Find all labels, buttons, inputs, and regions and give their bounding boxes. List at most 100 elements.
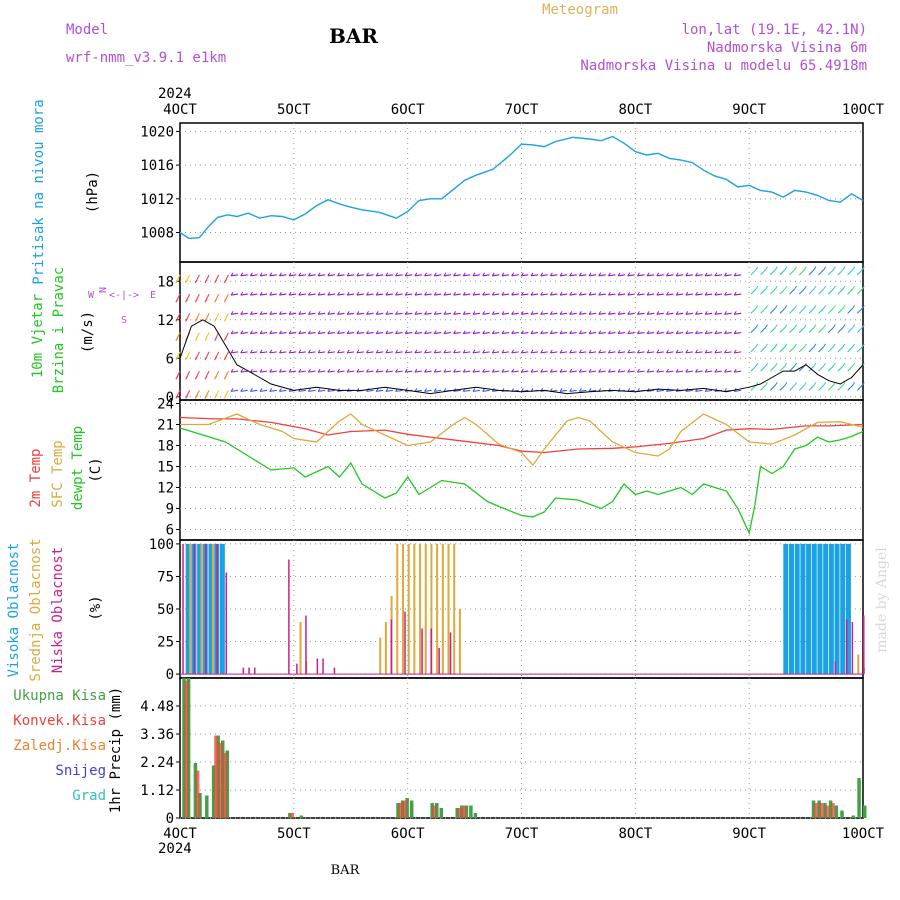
wind-barb <box>279 389 287 392</box>
wind-barb-tail <box>414 349 418 354</box>
wind-barb-tail <box>656 272 660 277</box>
wind-barb-tail <box>794 305 797 309</box>
cloud-bar <box>436 543 439 675</box>
wind-barb <box>492 312 500 315</box>
wind-barb <box>347 274 355 277</box>
wind-barb <box>695 389 703 392</box>
cloud-bar <box>197 543 203 675</box>
wind-barb-tail <box>472 272 476 277</box>
wind-barb-tail <box>414 368 418 373</box>
wind-barb-tail <box>288 311 292 315</box>
wind-barb <box>376 370 384 373</box>
wind-barb-tail <box>578 272 582 277</box>
wind-barb <box>818 327 824 333</box>
cloud-bar <box>407 543 410 675</box>
wind-barb <box>637 312 645 315</box>
wind-barb <box>695 293 703 296</box>
wind-barb <box>608 293 616 296</box>
precip-bar <box>195 770 200 818</box>
wind-barb <box>414 370 422 373</box>
wind-barb <box>779 307 786 314</box>
wind-barb <box>837 346 844 353</box>
wind-barb <box>434 389 442 392</box>
wind-barb-tail <box>733 291 737 296</box>
wind-barb <box>511 332 519 335</box>
wind-barb <box>240 389 248 392</box>
wind-barb-tail <box>511 349 515 354</box>
wind-barb <box>550 332 558 335</box>
wind-barb <box>327 312 335 315</box>
wind-barb-tail <box>704 272 708 277</box>
wind-barb <box>608 274 616 277</box>
wind-barb <box>424 370 432 373</box>
wind-barb-tail <box>414 311 418 315</box>
wind-barb-tail <box>185 318 189 322</box>
wind-barb <box>808 307 815 314</box>
wind-ytick-label: 12 <box>157 313 174 329</box>
wind-barb-tail <box>675 291 679 296</box>
wind-barb <box>724 332 732 335</box>
wind-barb <box>347 293 355 296</box>
wind-barb <box>705 293 713 296</box>
wind-barb-tail <box>298 330 302 334</box>
wind-barb-tail <box>501 311 505 315</box>
wind-barb-tail <box>803 343 807 348</box>
precip-bar <box>430 803 434 818</box>
wind-barb <box>666 370 674 373</box>
precip-bar <box>214 735 218 818</box>
precip-bar <box>403 800 407 818</box>
wind-barb <box>443 351 452 354</box>
wind-barb <box>666 312 674 315</box>
wind-ytick-label: 6 <box>166 351 174 367</box>
wind-barb <box>385 293 393 296</box>
wind-barb-tail <box>404 291 408 296</box>
wind-barb <box>521 351 529 354</box>
wind-barb <box>837 307 844 314</box>
wind-barb-tail <box>356 272 360 277</box>
wind-barb <box>808 346 815 353</box>
precip-bar <box>857 778 861 818</box>
precip-bar <box>464 805 469 818</box>
wind-barb-tail <box>765 266 768 271</box>
wind-barb <box>318 332 326 335</box>
wind-barb-tail <box>861 343 865 348</box>
time-tick-bottom: 4OCT <box>163 826 197 842</box>
wind-barb <box>637 332 645 335</box>
wind-barb-tail <box>214 337 218 341</box>
wind-barb <box>789 288 795 295</box>
wind-barb <box>569 312 577 315</box>
wind-barb-tail <box>559 311 563 315</box>
wind-barb <box>666 293 674 296</box>
wind-barb <box>230 312 239 315</box>
wind-barb-tail <box>813 305 817 309</box>
model-elevation-label: Nadmorska Visina u modelu 65.4918m <box>580 58 867 74</box>
wind-barb-tail <box>249 388 253 392</box>
wind-barb-tail <box>784 343 788 348</box>
wind-barb-tail <box>223 279 227 284</box>
wind-barb-tail <box>842 305 846 309</box>
wind-barb <box>808 288 815 295</box>
wind-speed-line <box>179 319 864 395</box>
wind-barb-tail <box>279 349 282 354</box>
wind-barb <box>250 332 258 335</box>
wind-barb <box>847 327 854 333</box>
temperature-ytick-label: 15 <box>157 460 174 476</box>
wind-barb <box>656 389 664 392</box>
wind-barb <box>666 389 674 392</box>
precip-bar <box>434 803 439 818</box>
wind-barb <box>750 365 757 372</box>
precip-bar <box>473 813 478 818</box>
wind-barb-tail <box>549 291 553 296</box>
wind-barb <box>356 351 364 354</box>
precip-ylabel: 1hr Precip (mm) <box>108 687 124 813</box>
wind-barb <box>308 293 316 296</box>
wind-barb-tail <box>472 368 476 373</box>
precip-bar <box>460 805 464 818</box>
wind-barb-tail <box>695 311 698 315</box>
wind-barb <box>298 274 306 277</box>
wind-barb-tail <box>462 330 466 334</box>
wind-barb <box>608 351 616 354</box>
cloud-bar <box>441 543 444 675</box>
wind-barb-tail <box>803 285 807 290</box>
wind-barb <box>376 312 384 315</box>
